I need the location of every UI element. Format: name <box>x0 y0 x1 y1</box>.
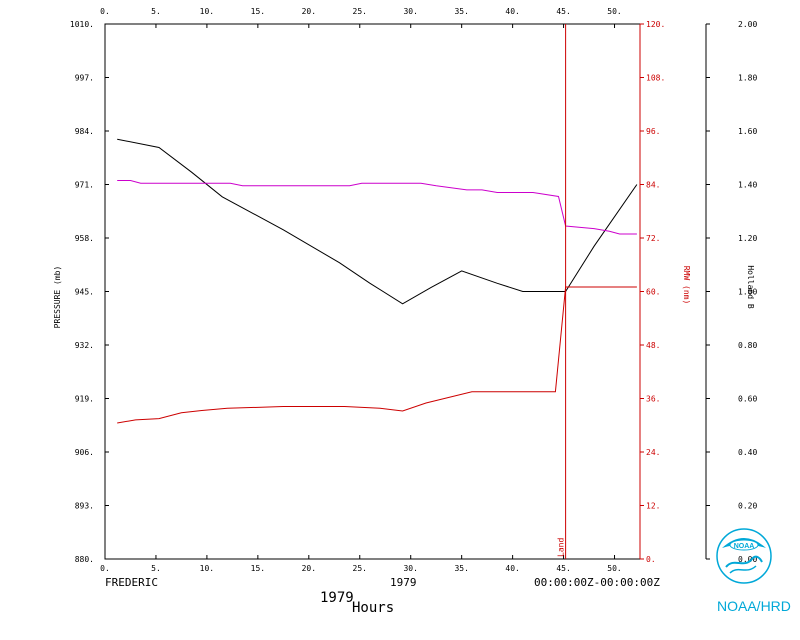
landfall-label: Land <box>557 538 566 557</box>
holland-b-tick-label: 1.80 <box>738 74 757 83</box>
landfall-layer: Land <box>557 24 567 559</box>
rmw-tick-label: 48. <box>646 341 660 350</box>
noaa-hrd-caption: NOAA/HRD <box>717 598 791 614</box>
rmw-tick-label: 12. <box>646 502 660 511</box>
x-bottom-tick-label: 15. <box>251 564 265 573</box>
storm-name: FREDERIC <box>105 576 158 589</box>
x-bottom-tick-label: 20. <box>302 564 316 573</box>
pressure-tick-label: 893. <box>75 502 94 511</box>
rmw-tick-label: 120. <box>646 20 665 29</box>
pressure-tick-label: 919. <box>75 395 94 404</box>
x-bottom-tick-label: 45. <box>556 564 570 573</box>
axis-frames <box>104 23 707 560</box>
pressure-axis-title: PRESSURE (mb) <box>53 266 62 329</box>
x-axis-bottom-ticks: 0. 5. 10. 15. 20. 25. 30. 35. 40. 45. 50. <box>100 555 622 573</box>
rmw-axis-ticks: 0. 12. 24. 36. 48. 60. 72. 84. 96. 108. 120. <box>640 20 665 564</box>
x-bottom-tick-label: 30. <box>403 564 417 573</box>
x-bottom-tick-label: 0. <box>100 564 110 573</box>
rmw-tick-label: 108. <box>646 74 665 83</box>
pressure-tick-label: 932. <box>75 341 94 350</box>
holland-b-axis-ticks: 0.00 0.20 0.40 0.60 0.80 1.00 1.20 1.40 1.60 1.80… <box>706 20 757 564</box>
pressure-tick-label: 971. <box>75 181 94 190</box>
holland-b-axis-title: Holland B <box>746 265 755 309</box>
pressure-line <box>117 138 638 305</box>
holland-b-tick-label: 0.60 <box>738 395 757 404</box>
noaa-logo-text: NOAA <box>734 543 755 550</box>
rmw-tick-label: 24. <box>646 448 660 457</box>
holland-b-tick-label: 1.40 <box>738 181 757 190</box>
x-axis-top-ticks: 0. 5. 10. 15. 20. 25. 30. 35. 40. 45. 50. <box>100 7 622 28</box>
pressure-tick-label: 945. <box>75 288 94 297</box>
rmw-tick-label: 60. <box>646 288 660 297</box>
x-bottom-tick-label: 25. <box>353 564 367 573</box>
rmw-tick-label: 84. <box>646 181 660 190</box>
pressure-tick-label: 906. <box>75 448 94 457</box>
x-bottom-tick-label: 35. <box>454 564 468 573</box>
x-top-tick-label: 5. <box>151 7 161 16</box>
rmw-tick-label: 0. <box>646 555 656 564</box>
x-bottom-tick-label: 40. <box>505 564 519 573</box>
holland-b-tick-label: 1.20 <box>738 234 757 243</box>
series-layer <box>117 138 638 424</box>
x-top-tick-label: 25. <box>353 7 367 16</box>
x-top-tick-label: 20. <box>302 7 316 16</box>
storm-year: 1979 <box>390 576 417 589</box>
rmw-tick-label: 36. <box>646 395 660 404</box>
x-top-tick-label: 50. <box>607 7 621 16</box>
x-top-tick-label: 15. <box>251 7 265 16</box>
holland-b-tick-label: 0.80 <box>738 341 757 350</box>
holland-b-tick-label: 0.40 <box>738 448 757 457</box>
holland-b-tick-label: 1.00 <box>738 288 757 297</box>
x-top-tick-label: 35. <box>454 7 468 16</box>
pressure-tick-label: 880. <box>75 555 94 564</box>
x-top-tick-label: 45. <box>556 7 570 16</box>
pressure-axis-ticks: 880. 893. 906. 919. 932. 945. 958. 971. 984. 997.… <box>70 20 109 564</box>
time-range: 00:00:00Z-00:00:00Z <box>534 576 660 589</box>
pressure-tick-label: 997. <box>75 74 94 83</box>
pressure-tick-label: 958. <box>75 234 94 243</box>
noaa-logo: NOAA <box>716 528 772 584</box>
x-top-tick-label: 40. <box>505 7 519 16</box>
x-top-tick-label: 0. <box>100 7 110 16</box>
rmw-tick-label: 72. <box>646 234 660 243</box>
rmw-tick-label: 96. <box>646 127 660 136</box>
holland-b-tick-label: 0.00 <box>738 555 757 564</box>
holland-b-line <box>117 180 637 235</box>
year-label: 1979 <box>320 590 354 606</box>
x-top-tick-label: 10. <box>200 7 214 16</box>
rmw-axis-title: RMW (nm) <box>682 266 691 305</box>
holland-b-tick-label: 1.60 <box>738 127 757 136</box>
x-top-tick-label: 30. <box>403 7 417 16</box>
x-bottom-tick-label: 50. <box>607 564 621 573</box>
rmw-line <box>117 286 637 424</box>
x-bottom-tick-label: 10. <box>200 564 214 573</box>
pressure-tick-label: 1010. <box>70 20 94 29</box>
holland-b-tick-label: 0.20 <box>738 502 757 511</box>
x-bottom-tick-label: 5. <box>151 564 161 573</box>
x-axis-title: Hours <box>352 600 394 616</box>
pressure-tick-label: 984. <box>75 127 94 136</box>
holland-b-tick-label: 2.00 <box>738 20 757 29</box>
